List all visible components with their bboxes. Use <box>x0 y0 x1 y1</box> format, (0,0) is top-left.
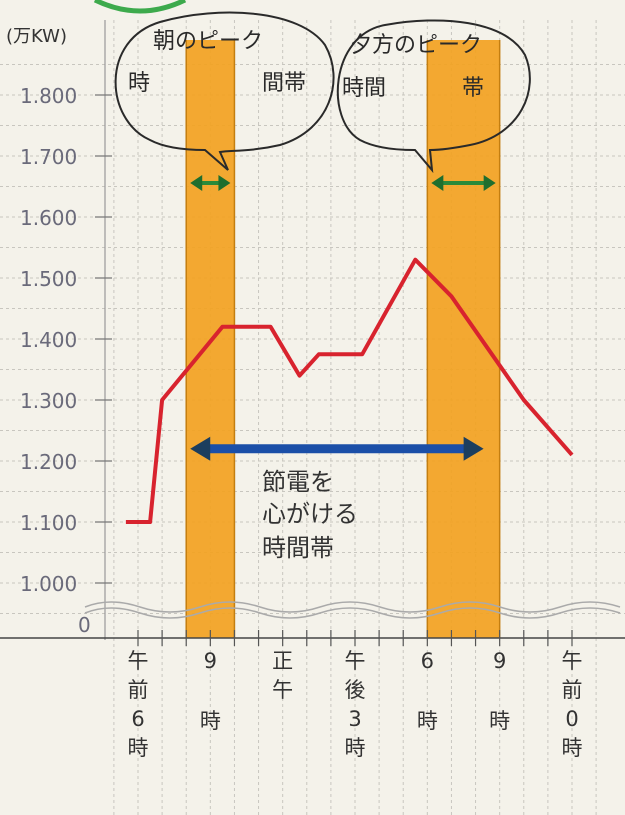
band-arrow-head <box>190 175 203 191</box>
y-tick-label: 1.600 <box>20 206 77 230</box>
demand-series <box>125 257 574 524</box>
y-tick-label: 1.800 <box>20 84 77 108</box>
x-tick-label: 午前 0 時 <box>562 649 583 760</box>
y-tick-label: 1.200 <box>20 450 77 474</box>
band-arrow-head <box>431 175 444 191</box>
saving-period-arrow <box>190 436 484 461</box>
y-tick-label: 1.100 <box>20 511 77 535</box>
morning-peak-label-line2a: 時 <box>128 71 150 96</box>
y-tick-label: 1.300 <box>20 389 77 413</box>
y-tick-label: 1.500 <box>20 267 77 291</box>
saving-note-line3: 時間帯 <box>262 534 334 562</box>
grid <box>0 20 625 815</box>
evening-peak-label-line2b: 帯 <box>462 76 484 101</box>
saving-arrow-head-right <box>463 436 484 461</box>
morning-peak-bubble: 朝のピーク 時 間帯 <box>114 11 335 171</box>
unit-label: (万KW) <box>6 26 67 47</box>
morning-peak-label: 朝のピーク <box>153 29 263 54</box>
band-width-arrows <box>190 175 496 191</box>
saving-note-line1: 節電を <box>262 468 334 496</box>
morning-bubble-outline <box>114 11 335 171</box>
y-tick-label: 1.700 <box>20 145 77 169</box>
y-tick-label: 1.000 <box>20 572 77 596</box>
evening-bubble-outline <box>336 19 531 174</box>
band-arrow-head <box>483 175 496 191</box>
saving-period-note: 節電を 心がける 時間帯 <box>262 468 358 562</box>
saving-arrow-head-left <box>190 436 211 461</box>
y-zero-label: 0 <box>78 613 91 637</box>
x-tick-label: 午後 3 時 <box>345 649 366 760</box>
evening-peak-label-line2a: 時間 <box>342 76 386 101</box>
axis-break: 0 <box>0 601 625 646</box>
top-green-arc-decoration <box>93 0 187 14</box>
axis-break-line-1 <box>84 601 621 613</box>
series-line <box>125 257 574 524</box>
morning-peak-label-line2b: 間帯 <box>262 71 306 96</box>
band-arrow-head <box>218 175 231 191</box>
peak-band-2 <box>427 40 500 638</box>
x-tick-label: 午前 6 時 <box>128 649 149 760</box>
y-tick-labels: 1.800 1.700 1.600 1.500 1.400 1.300 1.200 1.100… <box>20 84 112 596</box>
saving-note-line2: 心がける <box>262 500 358 528</box>
x-tick-label: 正午 <box>272 649 293 702</box>
evening-peak-label: 夕方のピーク <box>350 33 482 58</box>
y-tick-label: 1.400 <box>20 328 77 352</box>
axis-break-line-2 <box>84 607 621 619</box>
evening-peak-bubble: 夕方のピーク 時間 帯 <box>336 19 531 174</box>
